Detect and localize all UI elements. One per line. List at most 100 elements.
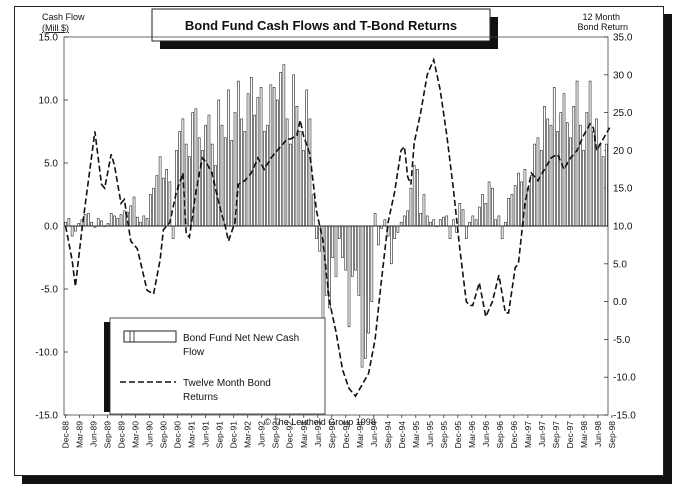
cash-flow-bar <box>419 213 422 227</box>
right-tick-label: 0.0 <box>613 297 627 308</box>
right-tick-label: 20 0 <box>613 146 633 157</box>
cash-flow-bar <box>468 221 471 227</box>
cash-flow-bar <box>64 221 67 227</box>
x-tick-label: Dec-91 <box>229 421 239 449</box>
cash-flow-bar <box>357 225 361 296</box>
x-tick-label: Dec-95 <box>453 421 463 449</box>
cash-flow-bar <box>513 185 517 227</box>
x-tick-label: Sep-93 <box>327 421 337 449</box>
cash-flow-bar <box>162 177 165 227</box>
cash-flow-bar <box>116 218 120 227</box>
cash-flow-bar <box>210 143 214 227</box>
cash-flow-bar <box>207 114 211 227</box>
cash-flow-bar <box>344 225 348 271</box>
right-axis: 35.0 30 0 25.0 20 0 15.0 10.0 5.0 0.0 -5.0 -10.0 -… <box>604 33 636 422</box>
x-tick-label: Dec-96 <box>509 421 519 449</box>
x-tick-label: Dec-88 <box>61 421 71 449</box>
x-axis: Dec-88 Mar-89 Jun-89 Sep-89 Dec-89 Mar-90 Jun-… <box>61 415 617 448</box>
cash-flow-bar <box>201 150 204 227</box>
cash-flow-bar <box>282 64 286 227</box>
cash-flow-bar <box>223 137 227 227</box>
cash-flow-bar <box>504 221 507 227</box>
x-tick-label: Mar-95 <box>411 421 421 448</box>
x-tick-label: Jun-97 <box>537 421 547 447</box>
left-tick-label: -15.0 <box>35 411 58 422</box>
x-tick-label: Jun-94 <box>369 421 379 447</box>
legend-label-returns-1: Twelve Month Bond <box>183 378 271 389</box>
x-tick-label: Mar-98 <box>579 421 589 448</box>
cash-flow-bar <box>582 150 585 227</box>
cash-flow-bar <box>500 225 504 239</box>
left-axis: 15.0 10.0 5.0 0.0 -5.0 -10.0 -15.0 <box>35 33 68 422</box>
cash-flow-bar <box>308 118 312 227</box>
cash-flow-bar <box>461 209 465 227</box>
cash-flow-bar <box>471 215 475 227</box>
cash-flow-bar <box>298 131 302 227</box>
cash-flow-bar <box>311 194 315 227</box>
cash-flow-bar <box>478 206 481 227</box>
legend-shadow <box>104 322 112 412</box>
cash-flow-bar <box>259 87 263 227</box>
cash-flow-bar <box>214 165 217 227</box>
cash-flow-bar <box>422 194 426 227</box>
cash-flow-bar <box>289 143 292 227</box>
cash-flow-bar <box>549 124 553 227</box>
cash-flow-bar <box>132 196 136 227</box>
cash-flow-bar <box>598 143 602 227</box>
cash-flow-bar <box>416 169 419 227</box>
cash-flow-bar <box>406 210 409 227</box>
right-tick-label: 15.0 <box>613 184 633 195</box>
x-tick-label: Mar-96 <box>467 421 477 448</box>
left-tick-label: 0.0 <box>44 222 58 233</box>
cash-flow-bar <box>276 99 279 227</box>
cash-flow-bar <box>474 219 478 227</box>
cash-flow-bar <box>236 80 240 227</box>
x-tick-label: Mar-89 <box>75 421 85 448</box>
right-tick-label: 35.0 <box>613 33 633 44</box>
cash-flow-bar <box>442 216 445 227</box>
cash-flow-bar <box>432 219 436 227</box>
cash-flow-bar <box>256 97 260 227</box>
cash-flow-bar <box>497 215 501 227</box>
cash-flow-bar <box>517 172 520 227</box>
right-tick-label: -5.0 <box>613 335 631 346</box>
x-tick-label: Mar-97 <box>523 421 533 448</box>
x-tick-label: Jun-93 <box>313 421 323 447</box>
right-tick-label: -15.0 <box>613 411 636 422</box>
cash-flow-bar <box>399 221 403 227</box>
chart-title: Bond Fund Cash Flows and T-Bond Returns <box>185 18 457 33</box>
x-tick-label: Dec-94 <box>397 421 407 449</box>
cash-flow-bar <box>448 225 452 239</box>
cash-flow-bar <box>601 156 605 227</box>
cash-flow-bar <box>585 112 589 227</box>
cash-flow-bar <box>100 220 103 227</box>
left-tick-label: 5.0 <box>44 159 58 170</box>
cash-flow-bar <box>337 225 341 239</box>
cash-flow-bar <box>494 219 497 227</box>
cash-flow-bar <box>481 194 484 227</box>
legend-label-cash-flow-1: Bond Fund Net New Cash <box>183 333 299 344</box>
cash-flow-bar <box>152 187 155 227</box>
cash-flow-bar <box>70 225 74 237</box>
right-tick-label: 5.0 <box>613 259 627 270</box>
cash-flow-bar <box>188 156 191 227</box>
cash-flow-bar <box>165 169 168 227</box>
cash-flow-bar <box>171 225 175 239</box>
cash-flow-bar <box>74 225 77 232</box>
x-tick-label: Jun-91 <box>201 421 211 447</box>
cash-flow-bar <box>230 140 234 227</box>
cash-flow-bar <box>491 187 494 227</box>
cash-flow-bar <box>87 213 90 227</box>
cash-flow-bar <box>592 131 595 227</box>
cash-flow-bar <box>390 225 393 265</box>
cash-flow-bar <box>396 225 400 233</box>
cash-flow-bar <box>119 214 123 227</box>
cash-flow-bar <box>292 74 295 227</box>
cash-flow-bar <box>526 187 530 227</box>
left-tick-label: 10.0 <box>39 96 59 107</box>
cash-flow-bar <box>90 221 94 227</box>
right-tick-label: 30 0 <box>613 70 633 81</box>
cash-flow-bar <box>135 216 139 227</box>
x-tick-label: Sep-92 <box>271 421 281 449</box>
